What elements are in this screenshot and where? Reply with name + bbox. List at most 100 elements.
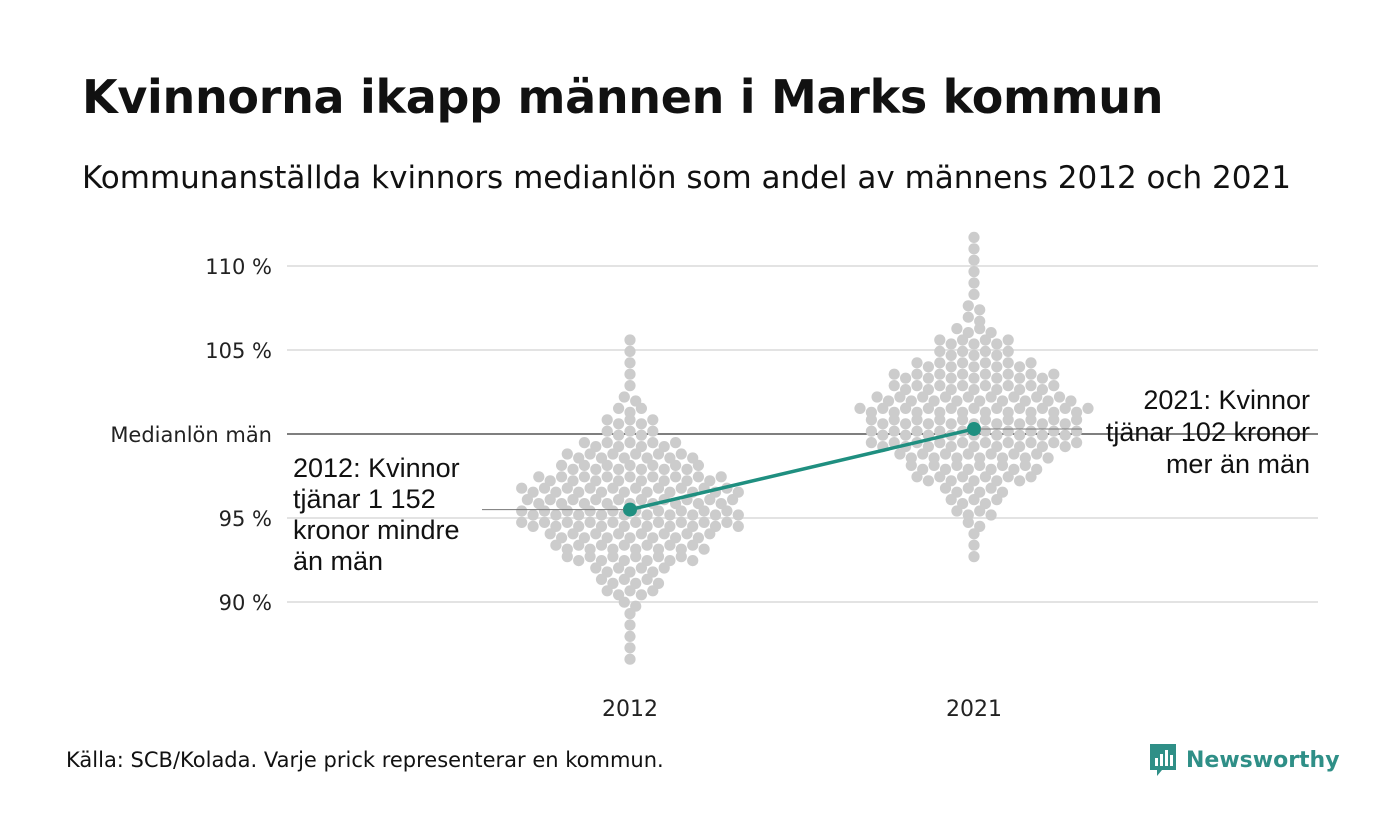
swarm-dot: [1036, 402, 1048, 415]
swarm-dot: [630, 482, 642, 494]
swarm-dot: [991, 402, 1003, 415]
swarm-dot: [968, 254, 980, 266]
swarm-dot: [911, 368, 923, 380]
swarm-dot: [962, 482, 974, 494]
swarm-dot: [871, 391, 883, 403]
swarm-dot: [968, 402, 980, 415]
y-tick-label: Medianlön män: [110, 423, 272, 447]
swarm-dot: [974, 505, 986, 517]
swarm-dot: [675, 482, 687, 494]
swarm-dot: [968, 277, 980, 289]
swarm-dot: [900, 429, 912, 441]
swarm-dot: [1008, 448, 1020, 460]
swarm-dot: [538, 482, 551, 494]
swarm-dot: [974, 459, 986, 472]
swarm-dot: [985, 482, 997, 494]
swarm-dot: [951, 505, 963, 517]
swarm-dot: [979, 425, 992, 437]
swarm-dot: [624, 630, 636, 643]
swarm-dot: [1002, 414, 1014, 426]
swarm-dot: [567, 528, 579, 540]
swarm-dot: [584, 516, 596, 529]
swarm-dot: [533, 471, 545, 483]
swarm-dot: [624, 585, 636, 597]
swarm-dot: [911, 357, 923, 369]
swarm-dot: [647, 437, 659, 449]
swarm-dot: [675, 551, 687, 563]
swarm-dot: [979, 471, 992, 483]
swarm-dot: [1048, 437, 1060, 449]
swarm-dot: [1071, 425, 1083, 437]
swarm-dot: [979, 414, 992, 426]
swarm-dot: [595, 509, 608, 521]
swarm-dot: [590, 494, 602, 506]
annotation-line: tjänar 1 152: [293, 484, 436, 514]
swarm-dot: [911, 380, 923, 392]
swarm-dot: [957, 357, 969, 369]
swarm-dot: [584, 551, 596, 563]
swarm-dot: [607, 505, 619, 517]
swarm-dot: [991, 418, 1003, 430]
brand-logo: Newsworthy: [1148, 742, 1340, 778]
swarm-dot: [968, 539, 980, 551]
swarm-dot: [704, 528, 716, 540]
swarm-dot: [613, 463, 625, 475]
swarm-dot: [630, 551, 642, 563]
x-tick-label: 2021: [946, 697, 1002, 722]
highlight-series: [623, 421, 981, 517]
swarm-dot: [624, 653, 636, 665]
swarm-dot: [854, 402, 866, 415]
swarm-dot: [865, 437, 878, 449]
swarm-dot: [928, 459, 940, 472]
swarm-dot: [584, 505, 596, 517]
swarm-dot: [945, 494, 957, 506]
swarm-dot: [521, 494, 534, 506]
swarm-dot: [968, 338, 980, 350]
annotation-line: tjänar 102 kronor: [1106, 417, 1310, 447]
y-tick-label: 95 %: [219, 507, 272, 531]
swarm-dot: [934, 414, 946, 426]
swarm-dot: [613, 418, 625, 430]
swarm-dot: [613, 528, 625, 540]
swarm-dot: [681, 463, 693, 475]
swarm-dot: [641, 509, 653, 521]
swarm-dot: [1059, 429, 1071, 441]
swarm-dot: [934, 437, 946, 449]
swarm-dots: [516, 231, 1094, 665]
swarm-dot: [877, 429, 889, 441]
swarm-dot: [888, 368, 900, 380]
swarm-dot: [698, 505, 710, 517]
swarm-dot: [1025, 357, 1037, 369]
swarm-dot: [652, 505, 665, 517]
swarm-dot: [692, 471, 705, 483]
swarm-dot: [715, 471, 727, 483]
swarm-dot: [670, 459, 682, 472]
swarm-dot: [951, 459, 963, 472]
swarm-dot: [590, 562, 602, 574]
y-tick-label: 105 %: [205, 339, 272, 363]
swarm-dot: [692, 459, 705, 472]
annotation-line: 2021: Kvinnor: [1143, 385, 1310, 415]
swarm-dot: [968, 372, 980, 384]
swarm-dot: [641, 539, 653, 551]
swarm-dot: [681, 528, 693, 540]
swarm-dot: [647, 459, 659, 472]
source-note: Källa: SCB/Kolada. Varje prick represent…: [66, 748, 664, 772]
swarm-dot: [573, 539, 585, 551]
y-tick-label: 90 %: [219, 591, 272, 615]
swarm-dot: [635, 418, 648, 430]
swarm-dot: [647, 414, 659, 426]
swarm-dot: [527, 520, 539, 532]
swarm-dot: [624, 414, 636, 426]
swarm-dot: [1019, 459, 1031, 472]
swarm-dot: [1008, 391, 1020, 403]
swarm-dot: [647, 585, 659, 597]
swarm-dot: [968, 231, 980, 244]
swarm-dot: [578, 471, 591, 483]
swarm-dot: [601, 437, 613, 449]
swarm-dot: [945, 361, 957, 373]
swarm-dot: [911, 414, 923, 426]
swarm-dot: [957, 368, 969, 380]
swarm-dot: [1014, 402, 1026, 415]
swarm-dot: [991, 361, 1003, 373]
